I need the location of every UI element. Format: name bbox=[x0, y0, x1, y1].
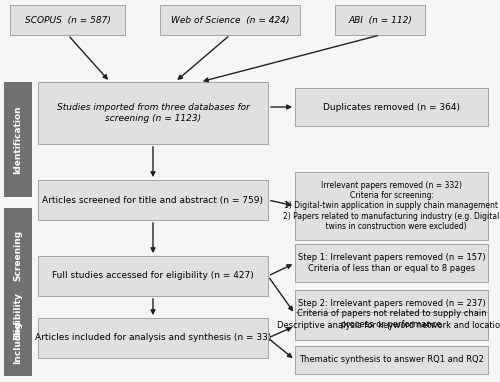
FancyBboxPatch shape bbox=[4, 310, 32, 375]
FancyBboxPatch shape bbox=[295, 290, 488, 338]
Text: Studies imported from three databases for
screening (n = 1123): Studies imported from three databases fo… bbox=[56, 103, 250, 123]
FancyBboxPatch shape bbox=[295, 244, 488, 282]
FancyBboxPatch shape bbox=[295, 88, 488, 126]
FancyBboxPatch shape bbox=[4, 82, 32, 197]
Text: Included: Included bbox=[14, 320, 22, 364]
FancyBboxPatch shape bbox=[160, 5, 300, 35]
Text: ABI  (n = 112): ABI (n = 112) bbox=[348, 16, 412, 24]
Text: Thematic synthesis to answer RQ1 and RQ2: Thematic synthesis to answer RQ1 and RQ2 bbox=[299, 356, 484, 364]
Text: Full studies accessed for eligibility (n = 427): Full studies accessed for eligibility (n… bbox=[52, 272, 254, 280]
FancyBboxPatch shape bbox=[38, 82, 268, 144]
FancyBboxPatch shape bbox=[295, 312, 488, 340]
Text: Eligibility: Eligibility bbox=[14, 292, 22, 340]
FancyBboxPatch shape bbox=[4, 208, 32, 303]
Text: SCOPUS  (n = 587): SCOPUS (n = 587) bbox=[24, 16, 110, 24]
FancyBboxPatch shape bbox=[295, 346, 488, 374]
Text: Step 1: Irrelevant papers removed (n = 157)
Criteria of less than or equal to 8 : Step 1: Irrelevant papers removed (n = 1… bbox=[298, 253, 486, 273]
FancyBboxPatch shape bbox=[38, 180, 268, 220]
Text: Irrelevant papers removed (n = 332)
Criteria for screening:
1) Digital-twin appl: Irrelevant papers removed (n = 332) Crit… bbox=[284, 181, 500, 231]
Text: Duplicates removed (n = 364): Duplicates removed (n = 364) bbox=[323, 102, 460, 112]
FancyBboxPatch shape bbox=[295, 172, 488, 240]
FancyBboxPatch shape bbox=[38, 256, 268, 296]
Text: Articles included for analysis and synthesis (n = 33): Articles included for analysis and synth… bbox=[35, 333, 271, 343]
Text: Web of Science  (n = 424): Web of Science (n = 424) bbox=[171, 16, 289, 24]
FancyBboxPatch shape bbox=[335, 5, 425, 35]
FancyBboxPatch shape bbox=[4, 256, 32, 376]
Text: Articles screened for title and abstract (n = 759): Articles screened for title and abstract… bbox=[42, 196, 264, 204]
Text: Screening: Screening bbox=[14, 230, 22, 281]
FancyBboxPatch shape bbox=[10, 5, 125, 35]
Text: Descriptive analysis for keyword network and location: Descriptive analysis for keyword network… bbox=[277, 322, 500, 330]
Text: Step 2: Irrelevant papers removed (n = 237)
Criteria of papers not related to su: Step 2: Irrelevant papers removed (n = 2… bbox=[296, 299, 486, 329]
Text: Identification: Identification bbox=[14, 105, 22, 174]
FancyBboxPatch shape bbox=[38, 318, 268, 358]
